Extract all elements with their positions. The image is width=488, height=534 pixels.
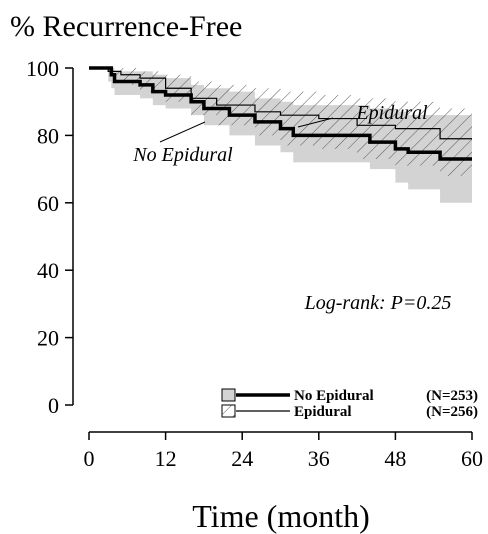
pointer: [159, 121, 206, 143]
y-tick-label: 40: [37, 258, 59, 283]
annotation: Log-rank: P=0.25: [304, 292, 452, 314]
x-tick-label: 36: [308, 446, 330, 471]
x-tick-label: 0: [84, 446, 95, 471]
y-tick-label: 80: [37, 123, 59, 148]
y-tick-label: 100: [26, 56, 59, 81]
x-tick-label: 60: [461, 446, 483, 471]
legend-label: No Epidural: [294, 388, 374, 404]
x-tick-label: 48: [384, 446, 406, 471]
legend: No Epidural (N=253) Epidural (N=256): [221, 388, 478, 420]
legend-swatch: [221, 404, 236, 418]
legend-swatch: [221, 388, 236, 402]
y-tick-label: 20: [37, 326, 59, 351]
x-tick-label: 12: [155, 446, 177, 471]
legend-count: (N=256): [426, 404, 478, 420]
y-tick-label: 0: [48, 393, 59, 418]
bands: [89, 68, 472, 210]
annotation: Epidural: [355, 102, 428, 124]
survival-line: [89, 66, 472, 161]
pointer: [297, 117, 334, 128]
y-tick-label: 60: [37, 191, 59, 216]
chart-title: % Recurrence-Free: [10, 10, 242, 43]
legend-label: Epidural: [294, 404, 352, 420]
x-axis-label: Time (month): [192, 498, 370, 534]
legend-count: (N=253): [426, 388, 478, 404]
survival-line: [89, 67, 472, 140]
lines: [89, 66, 472, 161]
x-tick-label: 24: [231, 446, 253, 471]
annotation: No Epidural: [132, 144, 233, 166]
axes: 0 20 40 60 80 100 0 12 24 36 48 60: [26, 56, 483, 471]
